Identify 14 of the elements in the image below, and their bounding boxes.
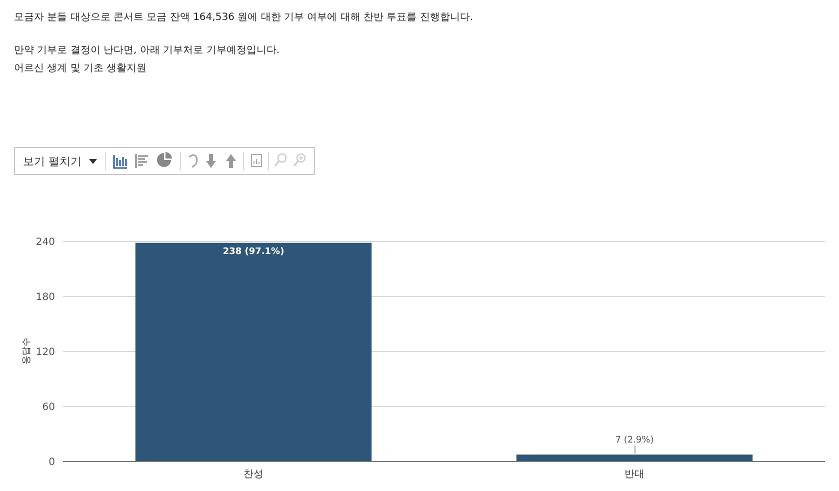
y-axis-title: 응답수	[22, 338, 32, 364]
text: 어르신 생계 및 기초 생활지원	[14, 63, 147, 74]
data-label: 7 (2.9%)	[615, 436, 654, 446]
y-tick-label: 240	[36, 237, 55, 248]
y-tick-label: 0	[48, 457, 55, 468]
chart-title: 모금자 분들 대상으로 콘서트 모금 잔액 164,536 원에 대한 기부 여부에 대해 찬반 투표를 진행합니다.	[14, 12, 474, 23]
x-tick-label: 반대	[624, 469, 644, 480]
y-tick-label: 180	[36, 292, 55, 303]
y-tick-label: 60	[42, 402, 55, 413]
toolbar: 보기 펼치기	[14, 147, 315, 175]
chart-subtitle: 만약 기부로 결정이 난다면, 아래 기부처로 기부예정입니다.	[14, 45, 280, 56]
data-label: 238 (97.1%)	[222, 246, 284, 257]
x-tick-label: 찬성	[244, 469, 264, 480]
y-tick-label: 120	[36, 347, 55, 358]
